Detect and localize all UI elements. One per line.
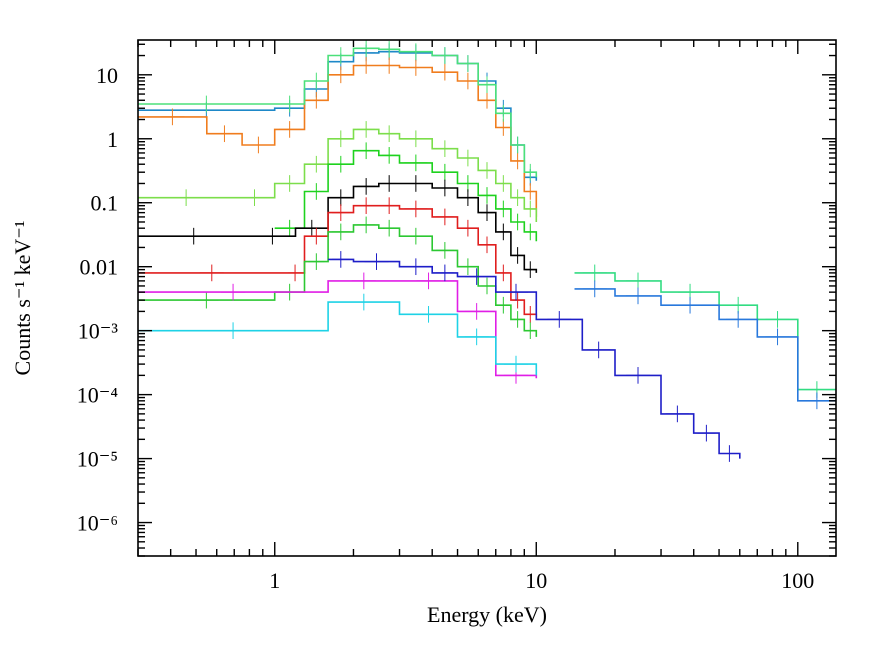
series-green [274,142,538,242]
y-tick-label: 1 [107,127,118,152]
y-tick-label: 10⁻³ [78,319,119,344]
y-tick-label: 10⁻⁵ [77,447,118,472]
series-black [138,175,538,278]
series-cyan [138,293,538,376]
x-tick-label: 10 [525,568,547,593]
series-line [138,64,538,217]
x-tick-label: 100 [781,568,814,593]
y-tick-label: 0.1 [91,191,119,216]
series-navy [328,251,741,462]
y-tick-label: 0.01 [80,255,119,280]
y-axis-title: Counts s⁻¹ keV⁻¹ [10,221,35,376]
y-tick-label: 10⁻⁶ [77,511,118,536]
y-tick-label: 10⁻⁴ [77,383,119,408]
series-orange [138,57,538,217]
series-line [328,258,741,459]
series-line [574,272,836,391]
series-line [138,128,538,222]
series-lime [138,121,538,222]
series-line [574,288,836,402]
series-layer [138,40,836,462]
series-line [138,47,538,178]
series-line [274,149,538,242]
plot-frame [137,39,837,557]
series-hard-blue [574,280,836,410]
series-hard-green [574,264,836,398]
series-green-lower [138,216,538,339]
x-tick-label: 1 [269,568,280,593]
series-light-green [138,40,538,181]
x-axis-title: Energy (keV) [427,602,547,627]
series-magenta [138,272,538,384]
y-tick-label: 10 [96,63,118,88]
tick-layer: 1 10 100 10 1 0.1 0.01 10⁻³ 10⁻⁴ 10⁻⁵ 10⁻⁶ [77,40,836,593]
